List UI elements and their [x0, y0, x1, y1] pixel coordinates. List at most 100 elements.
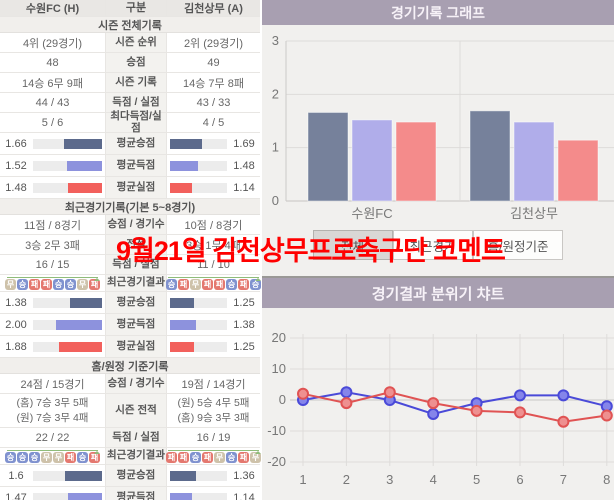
result-badge: 패	[238, 278, 249, 290]
stat-home-cell: 24점 / 15경기	[20, 378, 85, 391]
avg-bar-away: 1.25	[167, 297, 260, 309]
stat-row: 1.47 평균득점 1.14	[0, 487, 260, 500]
result-badge: 무	[77, 278, 88, 290]
bar-fill	[170, 297, 194, 308]
result-badge: 승	[250, 278, 261, 290]
bar-value: 1.52	[5, 159, 27, 172]
stat-home-cell: (홈) 7승 3무 5패 (원) 7승 3무 4패	[0, 394, 105, 427]
tab-home-away[interactable]: 홈/원정기준	[472, 230, 564, 260]
stat-row: 11점 / 8경기 승점 / 경기수 10점 / 8경기	[0, 215, 260, 235]
svg-text:3: 3	[272, 33, 279, 48]
stat-label-cell: 평균득점	[105, 487, 167, 500]
bar-value: 1.48	[233, 159, 255, 172]
bar-track	[170, 470, 227, 481]
stat-away-cell: 1.25	[167, 336, 260, 357]
tab-all[interactable]: 전체	[312, 230, 393, 260]
result-badge: 승	[226, 278, 237, 290]
bar-track	[33, 492, 102, 500]
stat-label-cell: 평균실점	[105, 177, 167, 198]
stat-row: 1.48 평균실점 1.14	[0, 177, 260, 199]
result-badge: 승	[53, 278, 64, 290]
stat-away-cell: 1.14	[167, 487, 260, 500]
svg-text:-20: -20	[267, 454, 286, 469]
result-badge: 패	[178, 451, 189, 463]
table-header-row: 수원FC (H) 구분 김천상무 (A)	[0, 0, 260, 17]
stat-home-cell: 1.38	[0, 292, 105, 313]
bar-track	[170, 341, 227, 352]
bar-track	[170, 492, 227, 500]
stat-away-cell: (원) 5승 4무 5패 (홈) 9승 3무 3패	[167, 394, 260, 427]
svg-text:7: 7	[560, 472, 567, 487]
stat-row: 1.88 평균실점 1.25	[0, 336, 260, 358]
bar-fill	[56, 319, 102, 330]
bar-fill	[170, 138, 203, 149]
stat-label-cell: 최근경기결과	[105, 448, 167, 464]
stat-away-cell: 14승 7무 8패	[183, 77, 244, 90]
result-badge: 무	[53, 451, 64, 463]
svg-text:2: 2	[272, 86, 279, 101]
svg-text:1: 1	[272, 140, 279, 155]
stat-row: 승 승 승 무 무 패 승 패 최근경기결과 패 패 승 패 무 승 패 무	[0, 448, 261, 465]
stat-home-cell: 5 / 6	[41, 116, 64, 129]
stat-home-cell: 4위 (29경기)	[22, 37, 83, 50]
stat-away-cell: 49	[207, 56, 220, 69]
result-badge: 패	[89, 451, 100, 463]
stat-row: 44 / 43 득점 / 실점 43 / 33	[0, 93, 260, 113]
stat-label-cell: 전적	[105, 235, 167, 254]
bar-fill	[170, 341, 194, 352]
result-badge: 패	[41, 278, 52, 290]
bar-value: 1.14	[233, 181, 255, 194]
bar-value: 1.38	[233, 318, 255, 331]
avg-bar-away: 1.48	[167, 160, 260, 172]
section-header: 시즌 전체기록	[0, 17, 260, 33]
tab-recent-games[interactable]: 최근경기	[392, 230, 473, 260]
bar-value: 1.88	[5, 340, 27, 353]
record-line: (원) 7승 3무 4패	[16, 411, 89, 424]
stat-away-cell: 43 / 33	[196, 96, 231, 109]
stat-label-cell: 평균실점	[105, 336, 167, 357]
bar-value: 1.38	[5, 296, 27, 309]
result-badge: 무	[5, 278, 16, 290]
home-team-header: 수원FC (H)	[0, 0, 105, 16]
bar-track	[170, 297, 227, 308]
avg-bar-home: 2.00	[0, 319, 105, 331]
result-badge: 패	[202, 278, 213, 290]
bar-fill	[170, 319, 197, 330]
stat-row: (홈) 7승 3무 5패 (원) 7승 3무 4패 시즌 전적 (원) 5승 4무 5…	[0, 394, 260, 428]
stat-label-cell: 평균승점	[105, 465, 167, 486]
stat-row: 22 / 22 득점 / 실점 16 / 19	[0, 428, 260, 448]
bar-track	[33, 182, 102, 193]
stat-row: 1.66 평균승점 1.69	[0, 133, 260, 155]
svg-text:4: 4	[430, 472, 437, 487]
avg-bar-away: 1.14	[167, 182, 260, 194]
stat-label-cell: 승점 / 경기수	[105, 215, 167, 234]
stat-row: 5 / 6 최다득점/실점 4 / 5	[0, 110, 260, 133]
bar-track	[33, 138, 102, 149]
bar-fill	[63, 138, 102, 149]
bar-value: 1.47	[5, 491, 27, 500]
stat-home-cell: 44 / 43	[35, 96, 70, 109]
stat-away-cell: 4 / 5	[202, 116, 225, 129]
bar-fill	[58, 341, 102, 352]
stat-label-cell: 득점 / 실점	[105, 428, 167, 447]
bar-track	[170, 138, 227, 149]
stat-label-cell: 평균득점	[105, 314, 167, 335]
svg-text:수원FC: 수원FC	[351, 206, 392, 221]
result-badge: 승	[77, 451, 88, 463]
avg-bar-home: 1.38	[0, 297, 105, 309]
bar-track	[33, 319, 102, 330]
stat-row: 3승 2무 3패 전적 3승 1무 4패	[0, 235, 260, 255]
result-badge: 패	[202, 451, 213, 463]
bar-fill	[170, 182, 192, 193]
stat-row: 14승 6무 9패 시즌 기록 14승 7무 8패	[0, 73, 260, 93]
svg-text:-10: -10	[267, 423, 286, 438]
result-badge: 무	[214, 451, 225, 463]
panel-divider	[262, 276, 614, 278]
stat-row: 2.00 평균득점 1.38	[0, 314, 260, 336]
stat-row: 16 / 15 득점 / 실점 11 / 10	[0, 255, 260, 275]
stat-away-cell: 2위 (29경기)	[183, 37, 244, 50]
